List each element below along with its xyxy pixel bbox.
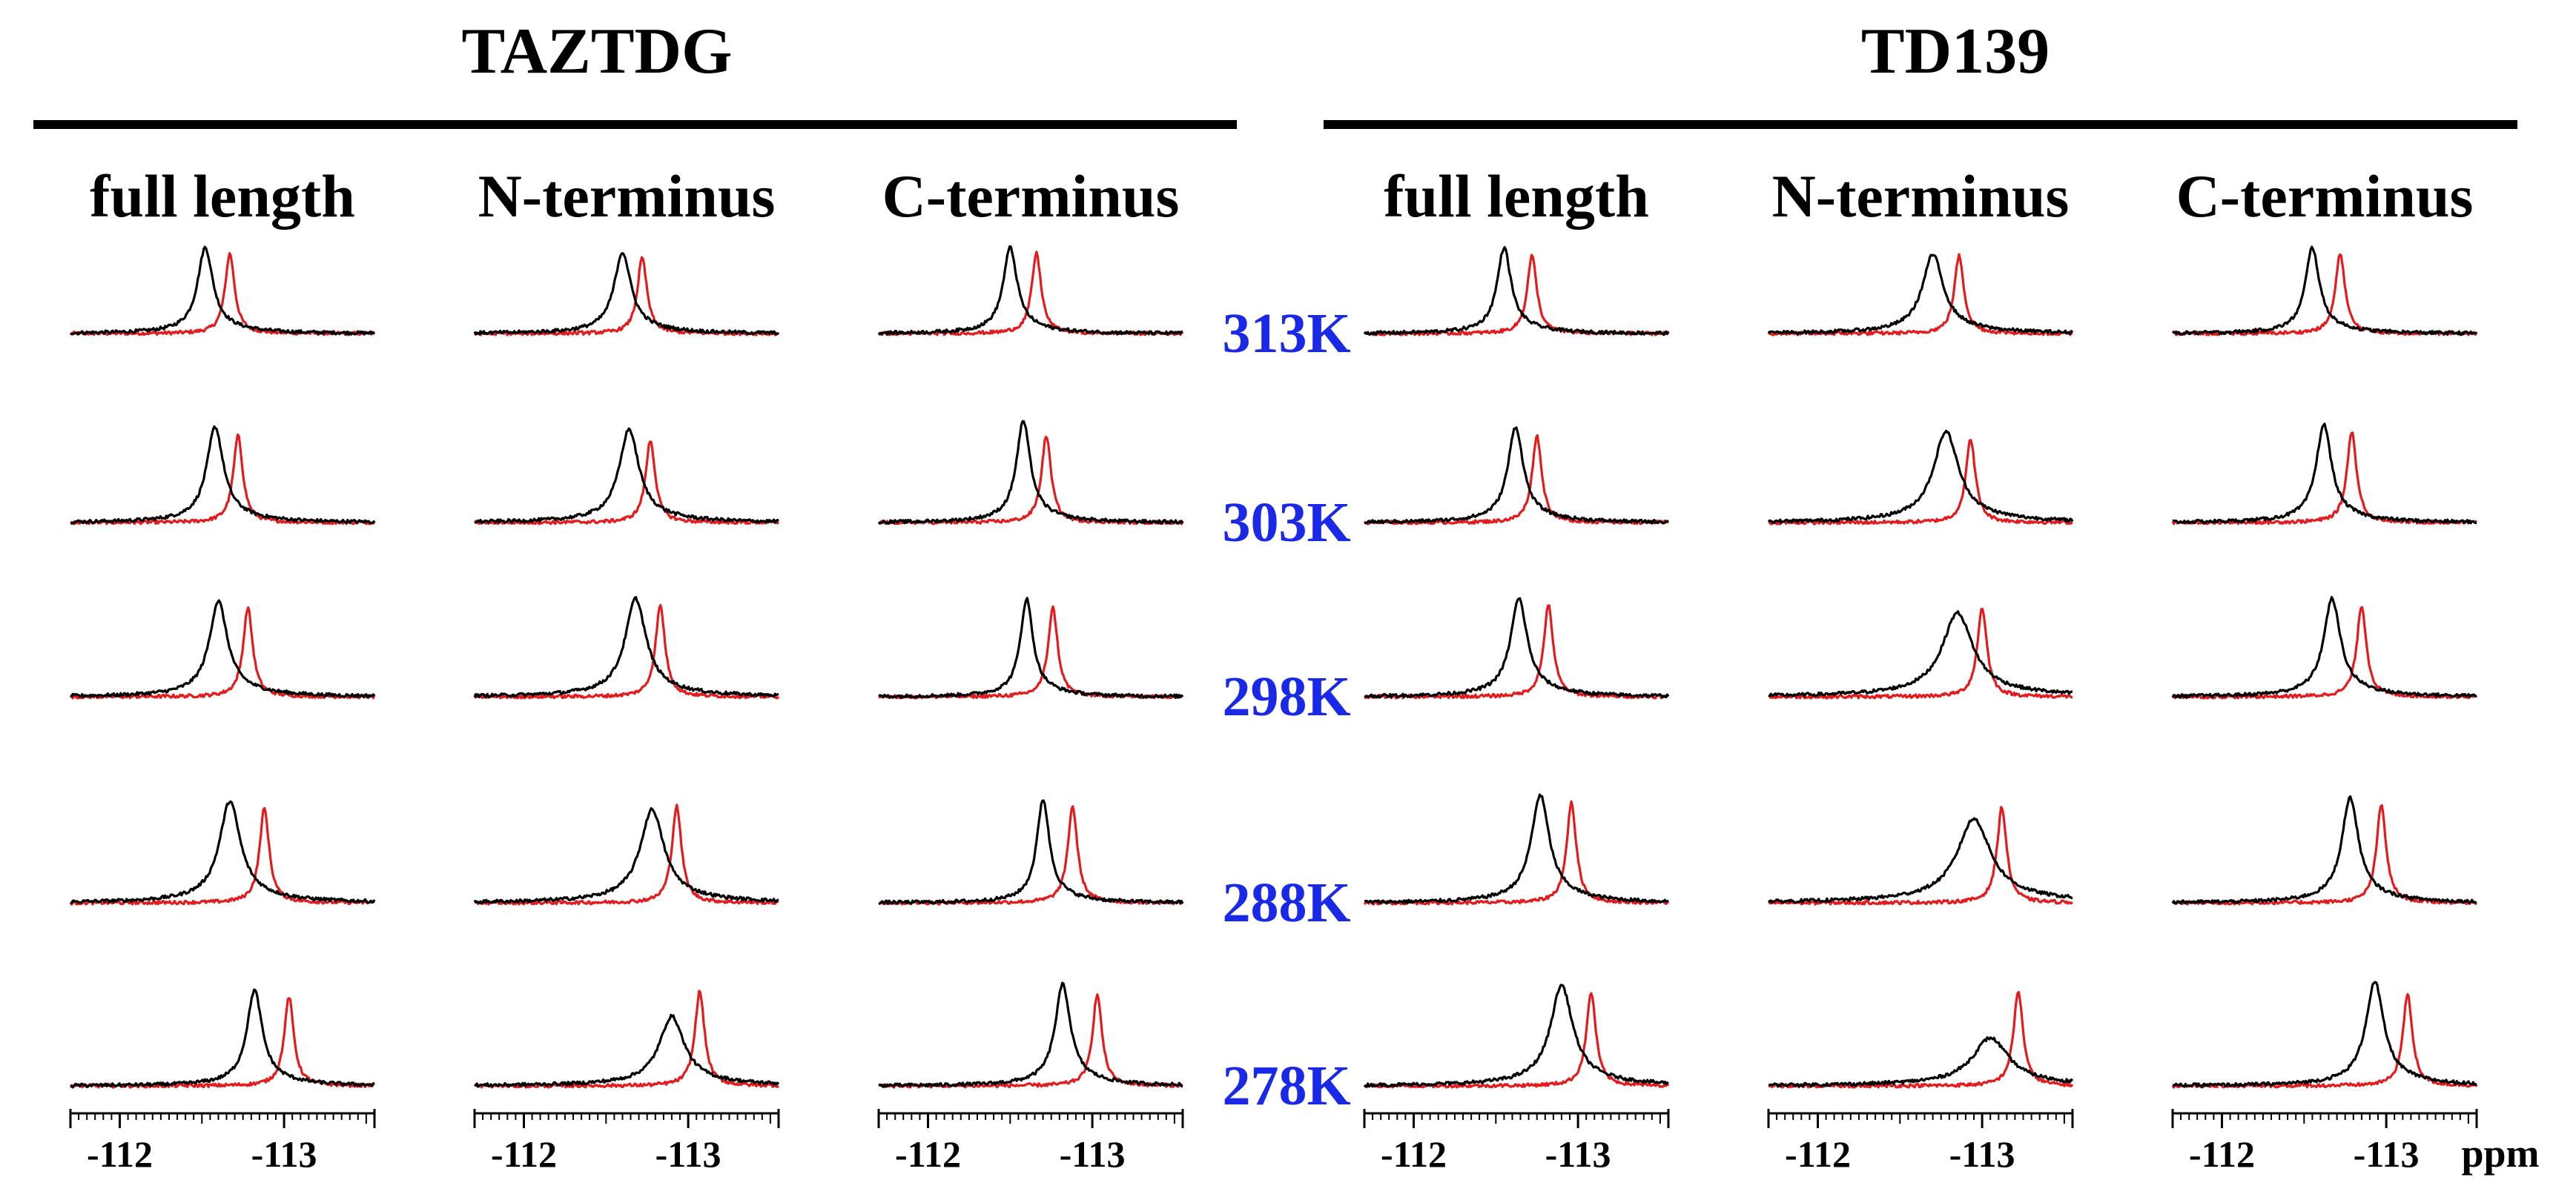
x-tick-label: -112	[1785, 1133, 1851, 1175]
headers: TAZTDG full length N-terminus C-terminus TD1…	[33, 16, 2517, 230]
temperature-labels: 313K 303K 298K 288K 278K	[1222, 302, 1350, 1117]
spectrum-red-td139-n-terminus-303k	[1768, 439, 2073, 526]
panel-title-taztdg-full-length: full length	[90, 162, 355, 230]
panel-title-td139-c-terminus: C-terminus	[2176, 162, 2474, 230]
spectrum-red-taztdg-full-length-298k	[69, 606, 376, 700]
panel-title-taztdg-n-terminus: N-terminus	[478, 162, 776, 230]
spectrum-black-td139-c-terminus-303k	[2172, 422, 2477, 525]
spectrum-black-taztdg-n-terminus-278k	[474, 1013, 780, 1088]
spectrum-black-taztdg-full-length-278k	[70, 988, 375, 1088]
x-tick-label: -112	[2189, 1133, 2255, 1175]
spectrum-black-taztdg-full-length-298k	[70, 599, 376, 699]
spectrum-red-taztdg-full-length-288k	[69, 806, 375, 906]
spectrum-black-taztdg-n-terminus-313k	[473, 252, 780, 336]
spectrum-red-taztdg-n-terminus-298k	[474, 603, 780, 700]
spectrum-black-taztdg-full-length-303k	[70, 425, 376, 525]
spectrum-black-td139-full-length-313k	[1363, 245, 1670, 337]
group-title-taztdg: TAZTDG	[461, 16, 732, 87]
spectrum-red-td139-n-terminus-298k	[1768, 608, 2073, 700]
spectrum-black-td139-full-length-298k	[1364, 597, 1670, 699]
temp-label-278k: 278K	[1222, 1055, 1350, 1117]
x-axes: -112 -113 -112 -113 -112 -113 -112 -113 -112 -113…	[69, 1109, 2540, 1176]
spectrum-black-taztdg-c-terminus-298k	[878, 597, 1184, 699]
temp-label-303k: 303K	[1222, 491, 1350, 554]
spectrum-black-taztdg-c-terminus-288k	[878, 799, 1184, 906]
spectrum-black-td139-c-terminus-288k	[2171, 795, 2477, 905]
spectrum-black-taztdg-c-terminus-303k	[877, 420, 1184, 525]
x-axis-unit-label: ppm	[2461, 1131, 2539, 1176]
spectrum-black-td139-c-terminus-313k	[2172, 245, 2477, 337]
spectrum-red-td139-n-terminus-288k	[1768, 806, 2073, 906]
spectrum-black-taztdg-n-terminus-288k	[473, 806, 779, 905]
panel-title-td139-n-terminus: N-terminus	[1772, 162, 2070, 230]
x-tick-label: -113	[251, 1133, 317, 1175]
spectrum-black-td139-c-terminus-298k	[2171, 596, 2477, 699]
spectrum-black-td139-n-terminus-288k	[1767, 817, 2073, 904]
x-tick-label: -112	[1381, 1133, 1447, 1175]
spectrum-black-td139-n-terminus-298k	[1768, 610, 2073, 697]
spectrum-black-td139-n-terminus-278k	[1768, 1036, 2074, 1088]
panel-title-td139-full-length: full length	[1384, 162, 1649, 230]
spectrum-red-td139-full-length-298k	[1364, 604, 1670, 700]
spectrum-black-taztdg-full-length-288k	[70, 800, 376, 905]
spectrum-black-td139-n-terminus-313k	[1767, 253, 2074, 336]
spectrum-black-taztdg-n-terminus-298k	[473, 596, 779, 699]
spectrum-red-taztdg-n-terminus-288k	[474, 803, 779, 906]
spectra	[69, 245, 2478, 1089]
spectrum-black-td139-full-length-278k	[1363, 984, 1669, 1088]
x-tick-label: -112	[491, 1133, 557, 1175]
panel-title-taztdg-c-terminus: C-terminus	[882, 162, 1180, 230]
temp-label-288k: 288K	[1222, 872, 1350, 934]
spectrum-black-taztdg-n-terminus-303k	[474, 427, 780, 524]
spectrum-black-taztdg-c-terminus-313k	[877, 245, 1183, 336]
x-tick-label: -113	[1545, 1133, 1611, 1175]
spectrum-black-taztdg-c-terminus-278k	[878, 981, 1183, 1089]
x-tick-label: -113	[2354, 1133, 2420, 1175]
x-tick-label: -113	[1949, 1133, 2015, 1175]
x-tick-label: -113	[1060, 1133, 1126, 1175]
spectrum-red-td139-n-terminus-278k	[1768, 990, 2074, 1089]
x-tick-label: -112	[895, 1133, 961, 1175]
spectrum-red-td139-c-terminus-298k	[2171, 606, 2477, 700]
temp-label-298k: 298K	[1222, 666, 1350, 728]
temp-label-313k: 313K	[1222, 302, 1350, 365]
x-tick-label: -112	[87, 1133, 153, 1175]
spectrum-black-taztdg-full-length-313k	[70, 245, 376, 336]
spectrum-red-td139-full-length-278k	[1364, 992, 1670, 1089]
spectrum-black-td139-c-terminus-278k	[2172, 981, 2477, 1088]
x-tick-label: -113	[655, 1133, 721, 1175]
spectrum-black-td139-full-length-303k	[1364, 426, 1669, 525]
spectrum-black-td139-n-terminus-303k	[1767, 429, 2074, 525]
group-title-td139: TD139	[1861, 16, 2050, 87]
spectrum-black-td139-full-length-288k	[1364, 793, 1669, 905]
